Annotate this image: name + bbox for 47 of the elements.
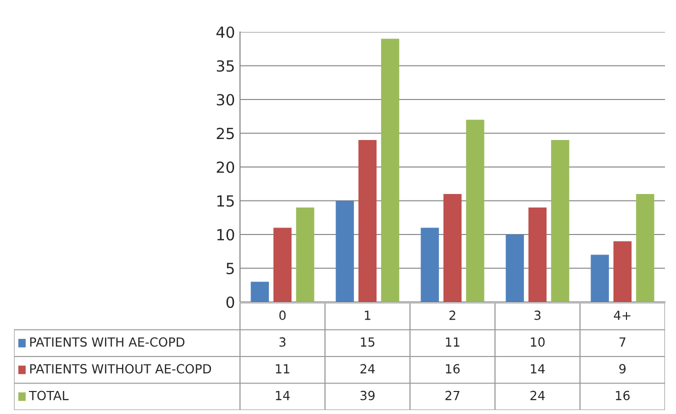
data-label: 16 [446, 364, 460, 374]
bar [506, 234, 524, 302]
y-tick-label: 25 [216, 128, 234, 140]
x-tick-label: 3 [534, 310, 540, 320]
bar [381, 38, 400, 302]
data-label: 11 [276, 364, 290, 374]
data-label: 3 [279, 337, 286, 347]
bar [420, 228, 439, 302]
y-tick-label: 35 [216, 60, 234, 72]
bar [358, 140, 377, 302]
bar [613, 241, 632, 302]
legend-label: PATIENTS WITHOUT AE-COPD [30, 364, 212, 374]
bar [636, 194, 654, 302]
y-tick-label: 0 [226, 296, 234, 308]
data-label: 24 [530, 390, 545, 400]
legend-label: TOTAL [28, 390, 69, 400]
bar [443, 194, 462, 302]
y-tick-label: 40 [216, 26, 234, 38]
bar [590, 254, 609, 302]
data-label: 7 [620, 337, 626, 347]
y-tick-label: 20 [216, 161, 234, 174]
data-label: 39 [360, 390, 375, 400]
y-tick-label: 5 [226, 262, 234, 274]
data-label: 24 [360, 364, 375, 374]
data-label: 14 [276, 390, 290, 400]
data-label: 9 [619, 364, 626, 374]
bar [551, 140, 570, 302]
x-tick-label: 4+ [614, 310, 630, 320]
data-label: 11 [446, 337, 460, 347]
data-label: 27 [445, 390, 460, 400]
legend-label: PATIENTS WITH AE-COPD [30, 337, 184, 347]
x-tick-label: 1 [364, 310, 370, 320]
data-label: 15 [360, 337, 374, 347]
y-tick-label: 30 [216, 94, 234, 106]
y-tick-label: 10 [217, 228, 234, 241]
data-label: 16 [616, 390, 630, 400]
bar [466, 120, 484, 302]
bar [528, 208, 547, 302]
data-label: 10 [530, 337, 545, 347]
bar [273, 228, 292, 302]
data-label: 14 [530, 364, 545, 374]
bar [336, 200, 354, 302]
bar [296, 208, 314, 302]
x-tick-label: 2 [449, 310, 456, 320]
y-tick-label: 15 [217, 195, 234, 207]
bar [250, 282, 269, 302]
x-tick-label: 0 [279, 310, 286, 320]
